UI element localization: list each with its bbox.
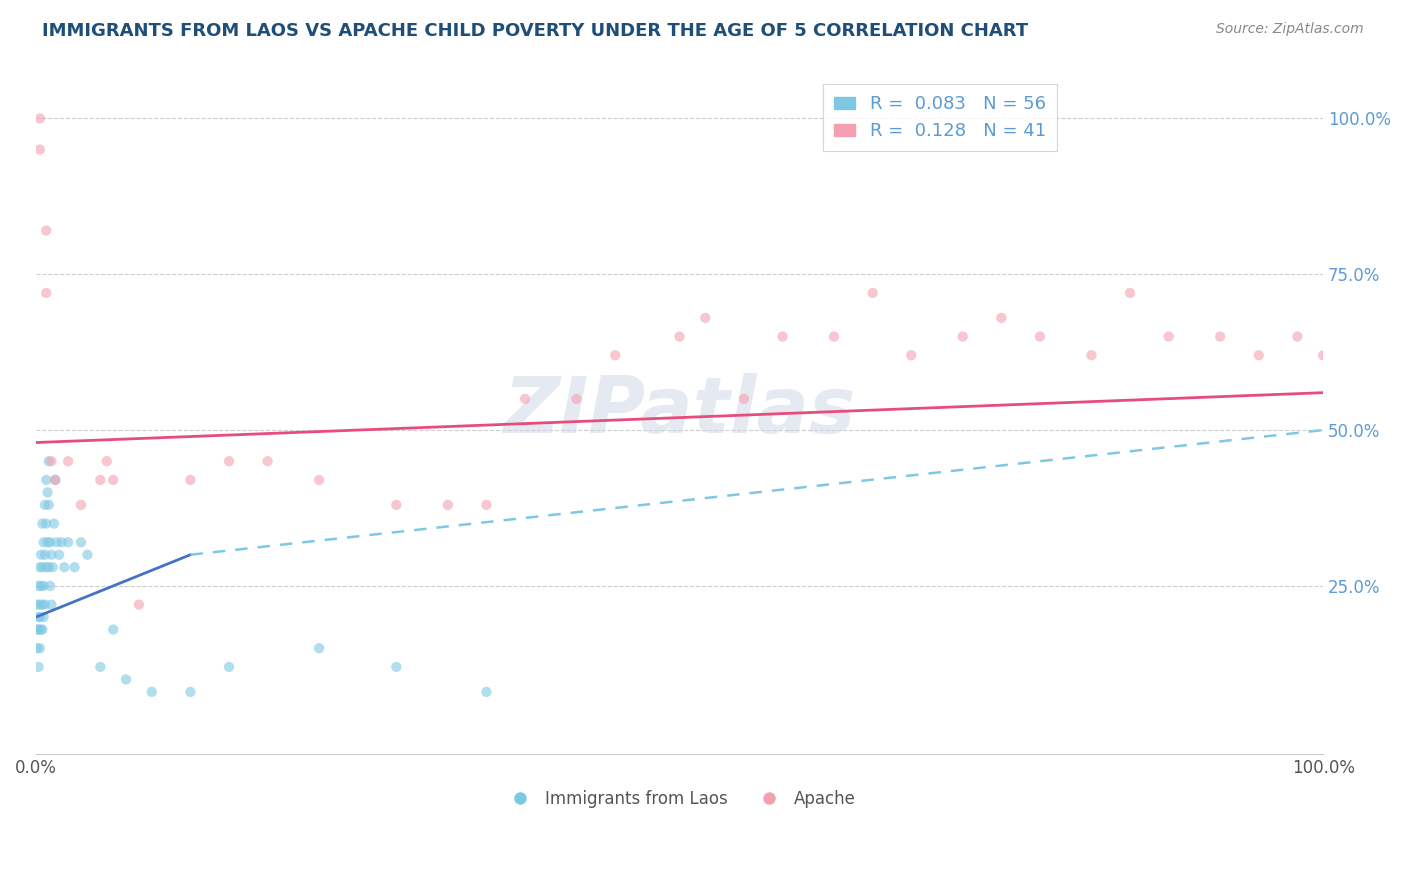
Point	[31, 598, 53, 612]
Point	[218, 660, 240, 674]
Point	[38, 498, 60, 512]
Point	[990, 310, 1012, 325]
Point	[128, 598, 150, 612]
Point	[900, 348, 922, 362]
Point	[37, 535, 59, 549]
Point	[1286, 329, 1309, 343]
Point	[28, 598, 51, 612]
Point	[30, 548, 52, 562]
Point	[35, 560, 58, 574]
Point	[27, 660, 49, 674]
Legend: Immigrants from Laos, Apache: Immigrants from Laos, Apache	[496, 783, 863, 814]
Point	[256, 454, 278, 468]
Point	[41, 598, 63, 612]
Point	[733, 392, 755, 406]
Point	[1029, 329, 1052, 343]
Point	[513, 392, 536, 406]
Point	[28, 143, 51, 157]
Point	[31, 623, 53, 637]
Point	[35, 224, 58, 238]
Point	[25, 623, 48, 637]
Text: ZIPatlas: ZIPatlas	[503, 374, 856, 450]
Point	[34, 598, 56, 612]
Point	[115, 673, 138, 687]
Point	[28, 112, 51, 126]
Point	[27, 623, 49, 637]
Point	[308, 641, 330, 656]
Point	[70, 535, 93, 549]
Point	[39, 579, 62, 593]
Point	[44, 473, 66, 487]
Point	[34, 498, 56, 512]
Point	[1247, 348, 1270, 362]
Point	[31, 560, 53, 574]
Point	[70, 498, 93, 512]
Point	[101, 473, 124, 487]
Point	[179, 685, 201, 699]
Point	[1157, 329, 1180, 343]
Point	[437, 498, 460, 512]
Point	[56, 535, 79, 549]
Point	[772, 329, 794, 343]
Point	[37, 485, 59, 500]
Point	[35, 473, 58, 487]
Point	[141, 685, 163, 699]
Point	[25, 598, 48, 612]
Point	[32, 610, 55, 624]
Point	[56, 454, 79, 468]
Point	[1209, 329, 1232, 343]
Point	[30, 623, 52, 637]
Point	[218, 454, 240, 468]
Point	[41, 454, 63, 468]
Point	[53, 560, 76, 574]
Point	[89, 473, 111, 487]
Point	[32, 535, 55, 549]
Point	[38, 454, 60, 468]
Point	[1119, 285, 1142, 300]
Point	[96, 454, 118, 468]
Point	[41, 548, 63, 562]
Text: Source: ZipAtlas.com: Source: ZipAtlas.com	[1216, 22, 1364, 37]
Point	[48, 548, 70, 562]
Point	[565, 392, 588, 406]
Point	[28, 560, 51, 574]
Point	[31, 516, 53, 531]
Point	[30, 579, 52, 593]
Point	[89, 660, 111, 674]
Point	[1080, 348, 1102, 362]
Point	[475, 685, 498, 699]
Text: IMMIGRANTS FROM LAOS VS APACHE CHILD POVERTY UNDER THE AGE OF 5 CORRELATION CHAR: IMMIGRANTS FROM LAOS VS APACHE CHILD POV…	[42, 22, 1028, 40]
Point	[42, 516, 65, 531]
Point	[179, 473, 201, 487]
Point	[952, 329, 974, 343]
Point	[39, 535, 62, 549]
Point	[34, 548, 56, 562]
Point	[27, 610, 49, 624]
Point	[385, 660, 408, 674]
Point	[28, 641, 51, 656]
Point	[308, 473, 330, 487]
Point	[25, 641, 48, 656]
Point	[63, 560, 86, 574]
Point	[44, 473, 66, 487]
Point	[27, 579, 49, 593]
Point	[76, 548, 98, 562]
Point	[101, 623, 124, 637]
Point	[475, 498, 498, 512]
Point	[668, 329, 690, 343]
Point	[35, 516, 58, 531]
Point	[862, 285, 884, 300]
Point	[45, 535, 67, 549]
Point	[41, 560, 63, 574]
Point	[35, 285, 58, 300]
Point	[1312, 348, 1334, 362]
Point	[385, 498, 408, 512]
Point	[695, 310, 717, 325]
Point	[823, 329, 845, 343]
Point	[51, 535, 73, 549]
Point	[28, 610, 51, 624]
Point	[32, 579, 55, 593]
Point	[605, 348, 627, 362]
Point	[38, 560, 60, 574]
